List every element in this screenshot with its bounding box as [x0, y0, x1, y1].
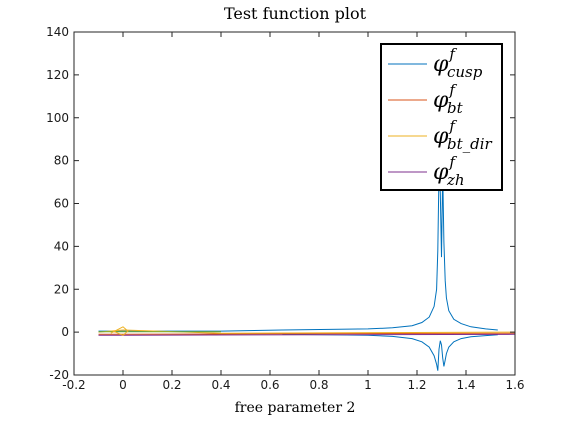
y-tick-label: 0 — [61, 325, 69, 339]
x-tick-label: 0.4 — [211, 378, 230, 392]
legend-entry: φf bt — [433, 81, 464, 117]
legend-entry: φf bt_dir — [433, 117, 492, 153]
y-tick-label: 140 — [46, 25, 69, 39]
y-tick-label: 80 — [54, 154, 69, 168]
y-tick-label: 120 — [46, 68, 69, 82]
series-line-6 — [110, 326, 129, 336]
legend-entry: φf zh — [433, 153, 465, 189]
x-axis-label: free parameter 2 — [235, 400, 356, 416]
x-tick-label: -0.2 — [62, 378, 85, 392]
legend-box — [380, 43, 503, 191]
x-tick-label: 1.2 — [407, 378, 426, 392]
y-tick-label: 100 — [46, 111, 69, 125]
chart-title: Test function plot — [224, 4, 367, 23]
series-line-4 — [98, 333, 516, 336]
y-tick-label: 40 — [54, 239, 69, 253]
x-tick-label: 1.6 — [505, 378, 524, 392]
series-line-1 — [282, 333, 498, 371]
x-tick-label: 0 — [119, 378, 127, 392]
y-tick-label: -20 — [49, 368, 69, 382]
x-tick-label: 0.2 — [162, 378, 181, 392]
x-tick-label: 0.8 — [309, 378, 328, 392]
x-tick-label: 1 — [364, 378, 372, 392]
x-tick-label: 1.4 — [456, 378, 475, 392]
series-line-2 — [98, 332, 516, 335]
y-tick-label: 20 — [54, 282, 69, 296]
legend-entry: φf cusp — [433, 45, 483, 81]
x-tick-label: 0.6 — [260, 378, 279, 392]
tick-labels: -0.2 0 0.2 0.4 0.6 0.8 1 1.2 1.4 1.6 -20 0 20 40 60 80 1… — [46, 25, 524, 392]
axes — [73, 31, 516, 376]
y-tick-label: 60 — [54, 197, 69, 211]
